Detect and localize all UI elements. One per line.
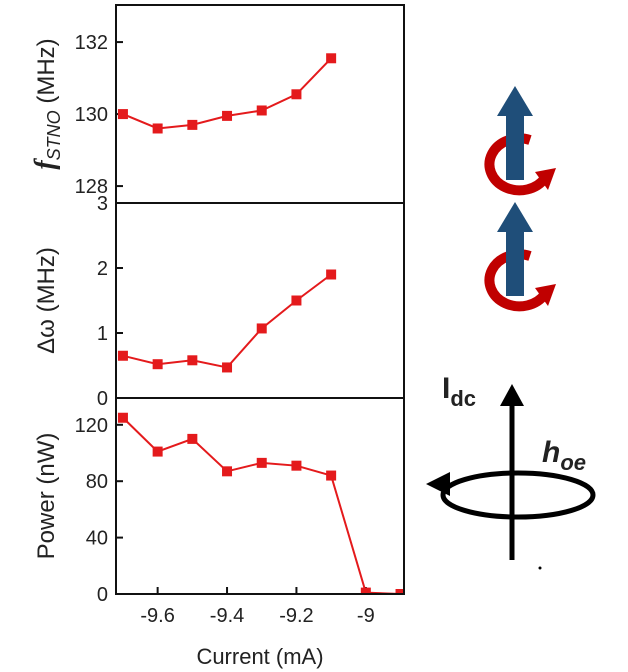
data-point — [152, 446, 163, 457]
data-point — [291, 295, 302, 306]
data-point — [326, 53, 337, 64]
arrowhead — [535, 284, 556, 306]
spin-arrow — [506, 112, 524, 180]
spin-arrow — [506, 228, 524, 296]
data-point — [256, 323, 267, 334]
y-tick-label: 80 — [86, 471, 108, 493]
y-tick-label: 130 — [75, 104, 108, 126]
data-point — [360, 587, 371, 594]
data-point — [256, 457, 267, 468]
y-axis-label: fSTNO (MHz) — [30, 38, 64, 169]
x-tick-label: -9 — [357, 605, 375, 627]
y-label-unit: (MHz) — [33, 38, 60, 103]
y-tick-label: 0 — [97, 584, 108, 606]
data-point — [326, 269, 337, 280]
y-label-symbol: Power — [33, 491, 60, 559]
arrowhead — [497, 202, 533, 232]
arrowhead — [535, 168, 556, 190]
x-axis-label: Current (mA) — [196, 644, 323, 669]
y-label-unit: (MHz) — [33, 247, 60, 312]
y-axis-label: Δω (MHz) — [33, 247, 60, 354]
y-label-symbol: f — [30, 158, 61, 170]
y-tick-label: 1 — [97, 323, 108, 345]
data-point — [152, 359, 163, 370]
data-line — [122, 417, 401, 594]
dot — [538, 566, 542, 570]
spin-icon — [484, 86, 556, 196]
field-loop — [440, 470, 596, 520]
plot-frame — [115, 397, 405, 595]
y-tick-label: 132 — [75, 32, 108, 54]
data-point — [256, 105, 267, 116]
y-label-sub: STNO — [44, 110, 64, 160]
y-axis-label: Power (nW) — [33, 433, 60, 560]
data-point — [222, 362, 233, 373]
y-tick-label: 40 — [86, 528, 108, 550]
y-label-space — [33, 104, 60, 111]
data-line — [122, 273, 332, 369]
field-label: hoe — [542, 436, 586, 475]
plot-area — [117, 53, 337, 134]
data-point — [291, 89, 302, 100]
x-tick-label: -9.6 — [140, 605, 174, 627]
data-point — [326, 470, 337, 481]
data-point — [117, 350, 128, 361]
y-tick-label: 120 — [75, 415, 108, 437]
spin-icon — [484, 202, 556, 312]
y-tick-label: 128 — [75, 176, 108, 198]
data-point — [117, 109, 128, 120]
data-point — [187, 433, 198, 444]
data-point — [222, 466, 233, 477]
data-point — [187, 355, 198, 366]
x-tick-label: -9.4 — [210, 605, 244, 627]
data-point — [291, 460, 302, 471]
y-label-unit: (nW) — [33, 433, 60, 485]
x-tick-label: -9.2 — [279, 605, 313, 627]
plot-area — [117, 269, 337, 373]
plot-frame — [115, 4, 405, 204]
y-label-space — [33, 312, 60, 319]
data-point — [222, 110, 233, 121]
data-point — [395, 589, 404, 594]
y-tick-label: 2 — [97, 258, 108, 280]
arrowhead — [426, 472, 450, 496]
y-tick-label: 3 — [97, 193, 108, 215]
current-label: Idc — [442, 372, 476, 411]
data-point — [152, 123, 163, 134]
arrowhead — [497, 86, 533, 116]
y-label-space — [33, 485, 60, 492]
data-point — [117, 412, 128, 423]
arrowhead — [500, 384, 524, 406]
plot-area — [117, 412, 404, 594]
data-point — [187, 119, 198, 130]
y-label-symbol: Δω — [33, 319, 60, 354]
y-tick-label: 0 — [97, 388, 108, 410]
